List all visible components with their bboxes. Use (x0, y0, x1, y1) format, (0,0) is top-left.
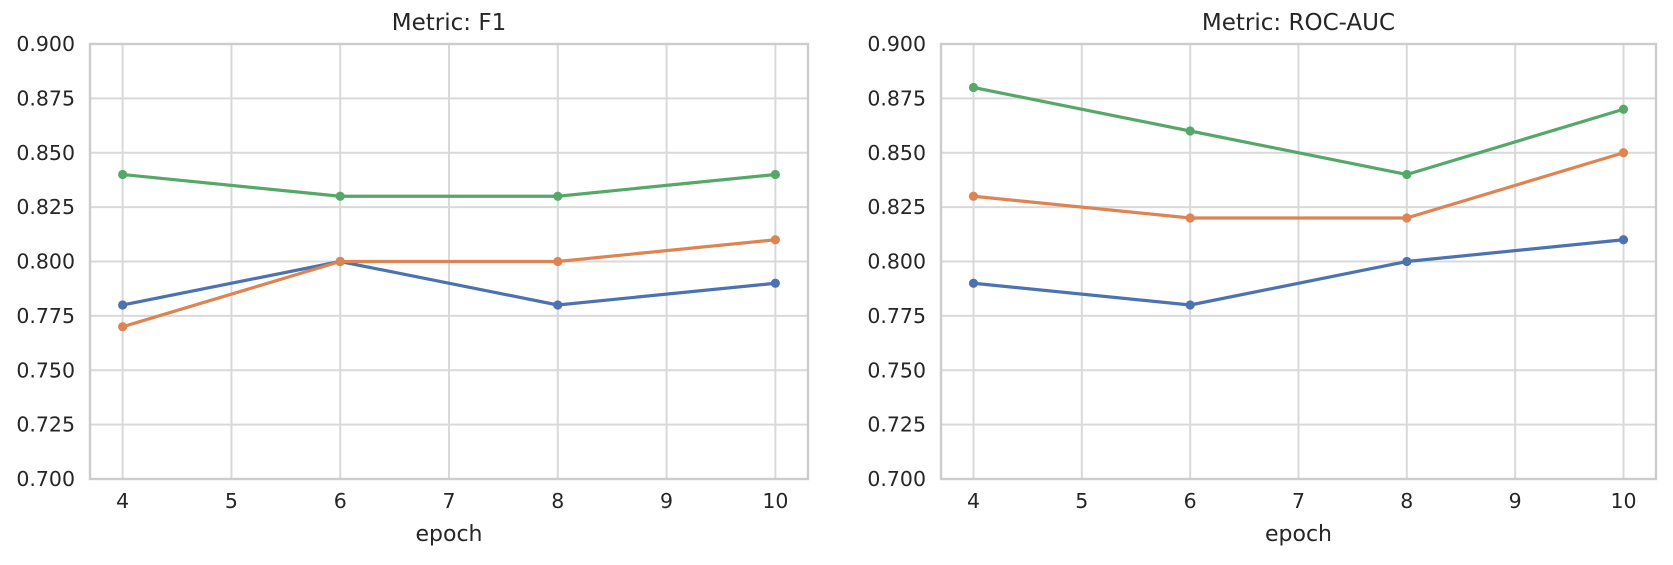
data-point-marker-series-blue (968, 278, 979, 288)
data-point-marker-series-blue (118, 300, 128, 310)
data-point-marker-series-green (118, 169, 128, 180)
series-line-series-orange (971, 151, 1626, 220)
series-line-series-green (971, 85, 1626, 177)
y-tick-label: 0.825 (867, 195, 926, 219)
y-tick-label: 0.900 (16, 32, 75, 56)
data-point-marker-series-orange (1402, 213, 1412, 223)
x-tick-label: 8 (1400, 489, 1413, 513)
chart-roc-auc-canvas: 0.700 0.725 0.750 0.775 0.800 0.825 0.850 0.875… (867, 10, 1658, 547)
series-line-series-blue (121, 259, 777, 307)
data-point-marker-series-green (1618, 104, 1629, 114)
data-point-marker-series-orange (553, 256, 563, 267)
y-tick-label: 0.850 (16, 141, 75, 165)
data-point-marker-series-green (553, 191, 563, 201)
x-axis-label: epoch (1265, 522, 1332, 547)
data-point-marker-series-green (770, 169, 780, 180)
y-tick-label: 0.875 (867, 86, 926, 110)
x-axis-label: epoch (416, 522, 483, 547)
y-tick-label: 0.750 (867, 358, 926, 382)
data-point-marker-series-green (335, 191, 345, 201)
data-point-marker-series-orange (118, 322, 128, 332)
series-line-series-green (121, 172, 777, 198)
x-tick-label: 7 (442, 489, 455, 513)
x-tick-label: 6 (334, 489, 347, 513)
y-tick-label: 0.775 (16, 304, 75, 328)
y-tick-label: 0.775 (867, 304, 926, 328)
chart-title: Metric: F1 (392, 10, 506, 36)
data-point-marker-series-blue (1402, 256, 1412, 267)
plot-border (939, 42, 1658, 481)
y-tick-label: 0.750 (16, 358, 75, 382)
x-tick-label: 10 (1610, 489, 1636, 513)
y-tick-label: 0.825 (16, 195, 75, 219)
x-tick-label: 9 (660, 489, 673, 513)
data-point-marker-series-green (1185, 126, 1195, 136)
x-tick-label: 5 (1075, 489, 1088, 513)
data-point-marker-series-orange (968, 191, 979, 201)
chart-f1-canvas: 0.700 0.725 0.750 0.775 0.800 0.825 0.850 0.875… (16, 10, 810, 547)
series-line-series-blue (971, 238, 1626, 307)
x-tick-label: 8 (551, 489, 564, 513)
series-line-series-orange (121, 238, 777, 329)
y-tick-label: 0.725 (867, 413, 926, 437)
y-tick-label: 0.900 (867, 32, 926, 56)
data-point-marker-series-green (968, 82, 979, 93)
data-point-marker-series-orange (1618, 148, 1629, 158)
data-point-marker-series-blue (1185, 300, 1195, 310)
data-point-marker-series-orange (770, 235, 780, 245)
y-tick-label: 0.800 (867, 250, 926, 274)
x-tick-label: 5 (225, 489, 238, 513)
data-point-marker-series-orange (335, 256, 345, 267)
x-tick-label: 9 (1509, 489, 1522, 513)
chart-f1: 0.700 0.725 0.750 0.775 0.800 0.825 0.850 0.875… (16, 10, 810, 547)
y-tick-label: 0.800 (16, 250, 75, 274)
chart-title: Metric: ROC-AUC (1202, 10, 1395, 36)
x-tick-label: 7 (1292, 489, 1305, 513)
data-point-marker-series-blue (770, 278, 780, 288)
data-point-marker-series-green (1402, 169, 1412, 180)
y-tick-label: 0.700 (16, 467, 75, 491)
x-tick-label: 4 (967, 489, 980, 513)
x-tick-label: 10 (762, 489, 788, 513)
y-tick-label: 0.725 (16, 413, 75, 437)
x-tick-label: 6 (1184, 489, 1197, 513)
data-point-marker-series-blue (553, 300, 563, 310)
data-point-marker-series-orange (1185, 213, 1195, 223)
x-tick-label: 4 (116, 489, 129, 513)
y-tick-label: 0.850 (867, 141, 926, 165)
chart-roc-auc: 0.700 0.725 0.750 0.775 0.800 0.825 0.850 0.875… (836, 0, 1673, 565)
y-tick-label: 0.700 (867, 467, 926, 491)
plot-border (88, 42, 810, 481)
y-tick-label: 0.875 (16, 86, 75, 110)
data-point-marker-series-blue (1618, 235, 1629, 245)
